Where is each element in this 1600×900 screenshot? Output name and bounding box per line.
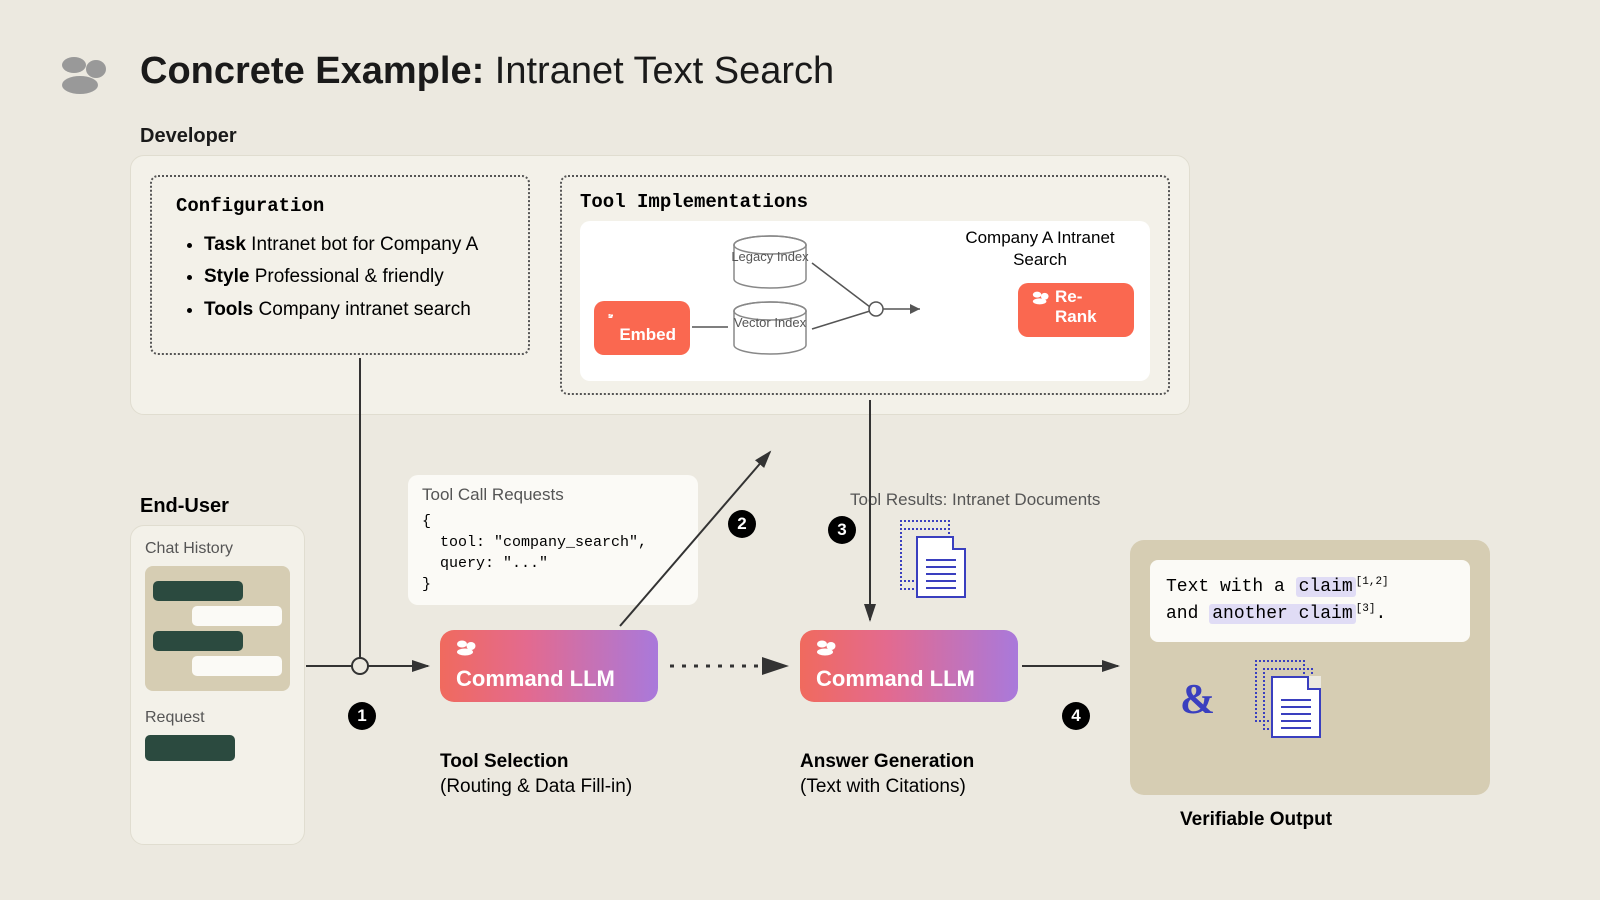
vector-index-db: Vector Index	[730, 301, 810, 362]
tool-impl-inner: Company A Intranet Search Embed Legacy I…	[580, 221, 1150, 381]
ampersand-icon: &	[1180, 676, 1215, 724]
tool-selection-caption: Tool Selection (Routing & Data Fill-in)	[440, 750, 632, 799]
step-2-badge: 2	[728, 510, 756, 538]
enduser-panel: Chat History Request	[130, 525, 305, 845]
command-llm-2: Command LLM	[800, 630, 1018, 702]
config-item: Style Professional & friendly	[204, 261, 504, 293]
config-item: Task Intranet bot for Company A	[204, 229, 504, 261]
step-4-badge: 4	[1062, 702, 1090, 730]
verifiable-output-caption: Verifiable Output	[1180, 808, 1332, 833]
tool-results-label: Tool Results: Intranet Documents	[850, 490, 1100, 510]
documents-icon	[1255, 660, 1335, 740]
page-title: Concrete Example: Intranet Text Search	[140, 50, 834, 93]
tool-impl-heading: Tool Implementations	[580, 191, 1150, 213]
company-search-label: Company A Intranet Search	[950, 227, 1130, 271]
tool-call-title: Tool Call Requests	[422, 485, 684, 505]
logo-icon	[60, 55, 108, 95]
rerank-block: Re-Rank	[1018, 283, 1134, 337]
request-label: Request	[145, 709, 290, 727]
chat-history-label: Chat History	[145, 540, 290, 558]
developer-label: Developer	[140, 125, 237, 148]
command-llm-1: Command LLM	[440, 630, 658, 702]
output-panel: Text with a claim[1,2] and another claim…	[1130, 540, 1490, 795]
tool-call-code: { tool: "company_search", query: "..." }	[422, 511, 684, 595]
chat-bubble	[153, 631, 243, 651]
config-item: Tools Company intranet search	[204, 294, 504, 326]
config-heading: Configuration	[176, 195, 504, 217]
chat-bubble	[192, 606, 282, 626]
step-1-badge: 1	[348, 702, 376, 730]
chat-history-box	[145, 566, 290, 691]
embed-block: Embed	[594, 301, 690, 355]
tool-implementations-box: Tool Implementations Company A Intranet …	[560, 175, 1170, 395]
enduser-label: End-User	[140, 495, 229, 518]
step-3-badge: 3	[828, 516, 856, 544]
answer-gen-caption: Answer Generation (Text with Citations)	[800, 750, 974, 799]
legacy-index-db: Legacy Index	[730, 235, 810, 296]
configuration-box: Configuration Task Intranet bot for Comp…	[150, 175, 530, 355]
tool-call-requests: Tool Call Requests { tool: "company_sear…	[408, 475, 698, 605]
chat-bubble	[153, 581, 243, 601]
output-text: Text with a claim[1,2] and another claim…	[1150, 560, 1470, 642]
request-bubble	[145, 735, 235, 761]
chat-bubble	[192, 656, 282, 676]
